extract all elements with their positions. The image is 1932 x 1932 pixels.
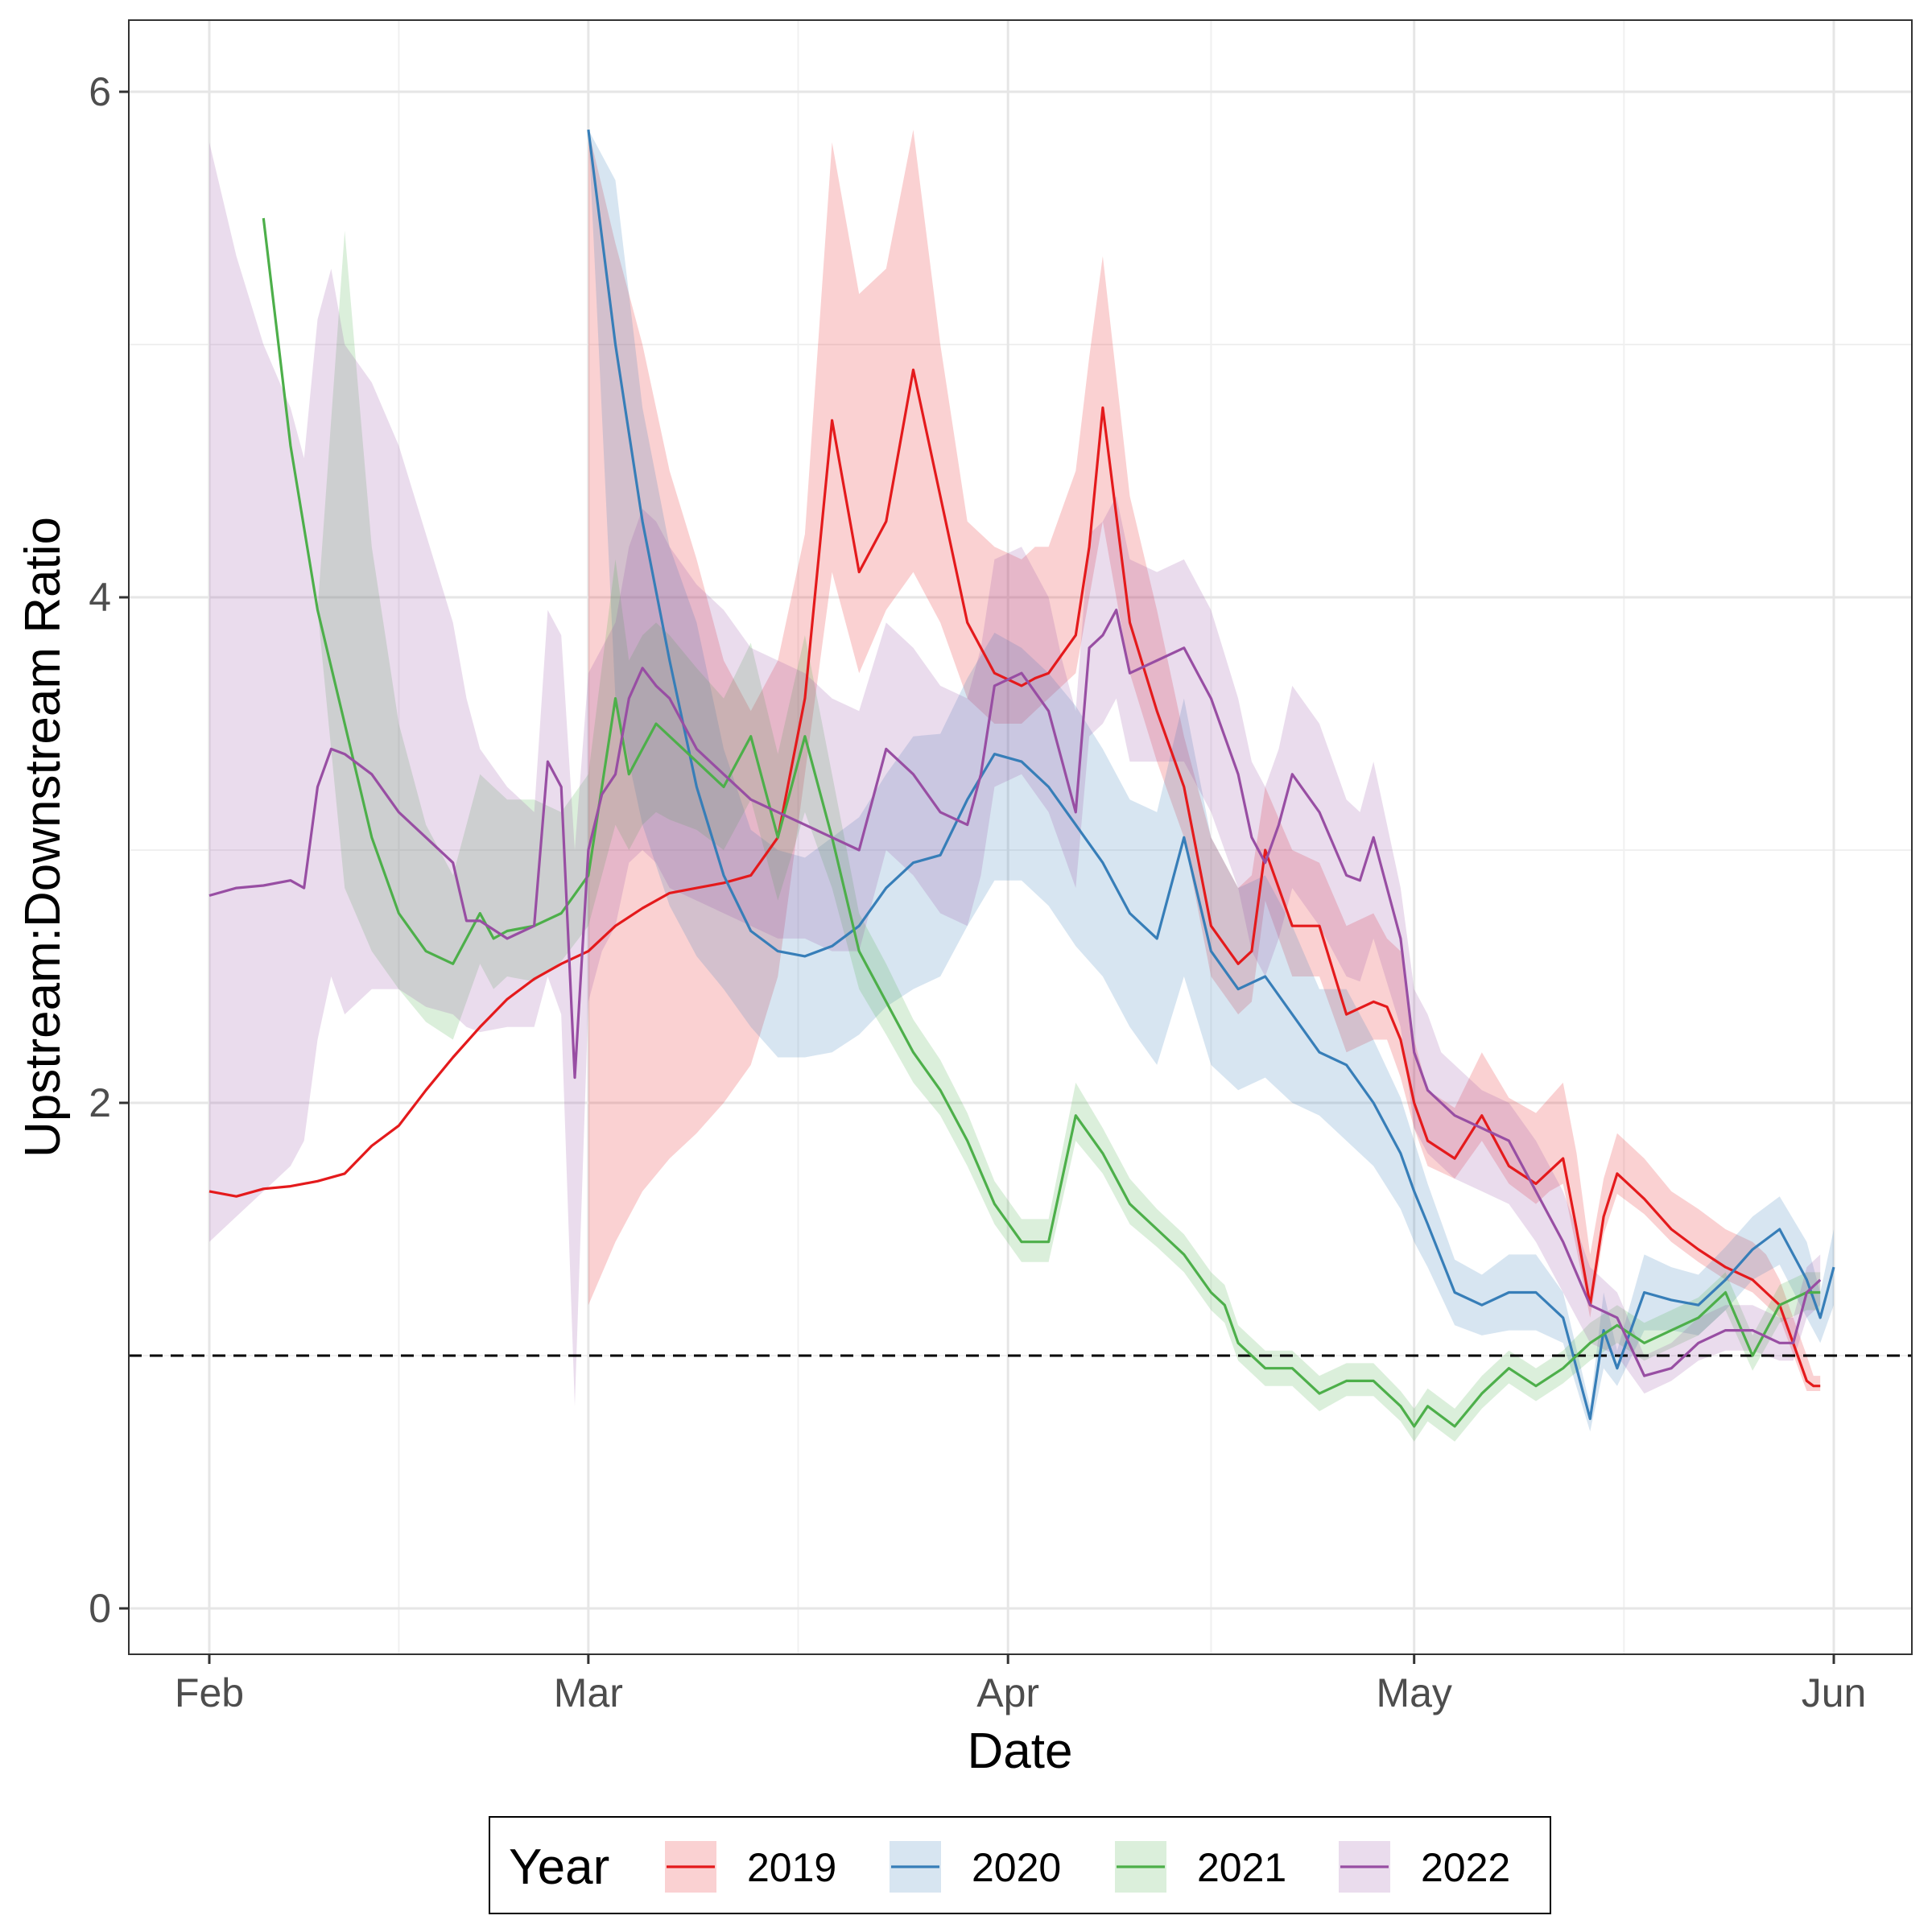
x-axis-title: Date (968, 1724, 1073, 1779)
legend: Year 2019 2020 2021 2022 (489, 1816, 1551, 1914)
x-tick-label: Feb (175, 1670, 244, 1715)
y-tick-label: 0 (89, 1586, 111, 1631)
x-axis: Feb Mar Apr May Jun (175, 1654, 1866, 1715)
legend-items: 2019 2020 2021 2022 (665, 1841, 1510, 1893)
x-tick-label: Jun (1802, 1670, 1867, 1715)
ribbon-2020 (588, 130, 1834, 1432)
y-tick-label: 6 (89, 69, 111, 114)
legend-label-2020: 2020 (972, 1845, 1061, 1890)
legend-label-2019: 2019 (747, 1845, 836, 1890)
x-tick-label: May (1376, 1670, 1451, 1715)
line-2022 (208, 609, 1822, 1377)
y-tick-label: 4 (89, 575, 111, 620)
legend-label-2021: 2021 (1197, 1845, 1286, 1890)
confidence-ribbons (209, 130, 1834, 1442)
ribbon-2021 (317, 230, 1821, 1442)
y-axis: 0 2 4 6 (89, 69, 129, 1631)
ribbon-2022 (209, 142, 1821, 1406)
major-gridlines (129, 20, 1912, 1654)
x-tick-label: Apr (976, 1670, 1039, 1715)
line-2021 (262, 217, 1821, 1428)
series-lines (208, 129, 1835, 1428)
plot-border (128, 19, 1913, 1655)
ribbon-2019 (588, 130, 1821, 1392)
legend-box (489, 1816, 1551, 1914)
line-2020 (587, 129, 1835, 1421)
legend-title: Year (509, 1839, 609, 1895)
y-axis-title: Upstream:Downstream Ratio (15, 517, 71, 1158)
line-2019 (208, 368, 1821, 1388)
x-tick-label: Mar (554, 1670, 623, 1715)
legend-label-2022: 2022 (1421, 1845, 1510, 1890)
y-tick-label: 2 (89, 1080, 111, 1125)
